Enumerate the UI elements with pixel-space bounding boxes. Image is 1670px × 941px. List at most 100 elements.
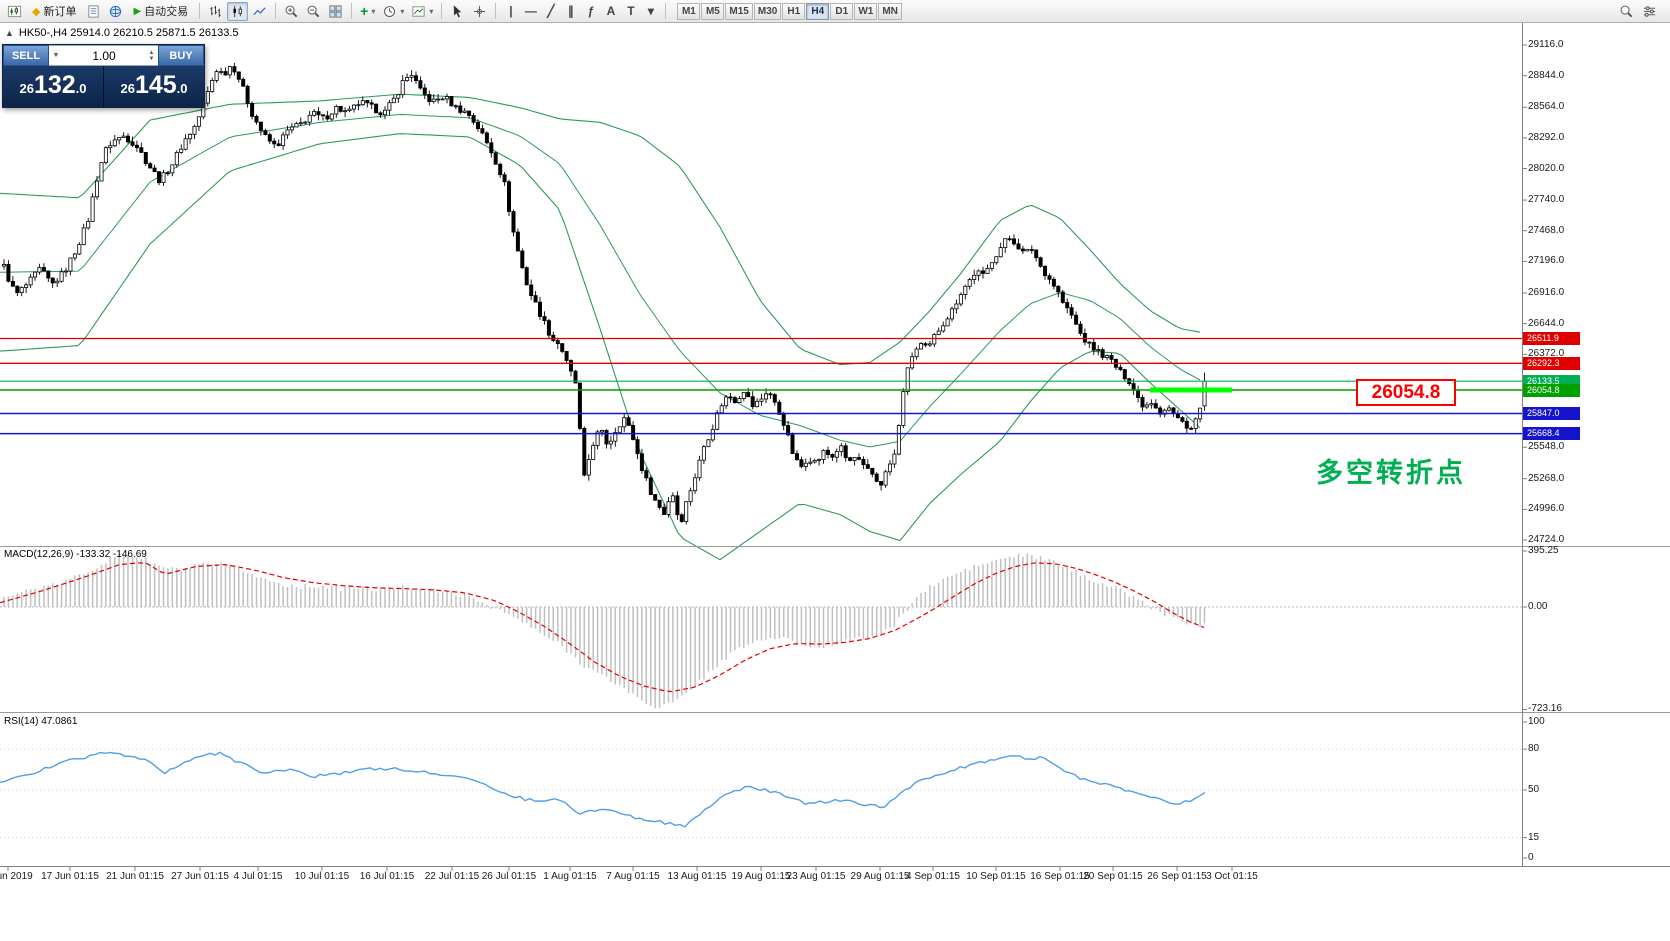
crosshair-tool-button[interactable]: [469, 2, 490, 21]
options-button[interactable]: [1639, 2, 1660, 21]
auto-trading-play-icon: ▶: [133, 5, 142, 17]
globe-icon: [110, 5, 122, 17]
new-chart-button[interactable]: [4, 2, 25, 21]
sell-price[interactable]: 26 132.0: [3, 66, 103, 107]
buy-price-prefix: 26: [120, 81, 135, 96]
indicators-plus-icon: +: [360, 3, 369, 19]
clock-icon: [384, 5, 396, 17]
crosshair-icon: [474, 5, 486, 17]
zoom-in-button[interactable]: [281, 2, 302, 21]
rsi-label: RSI(14) 47.0861: [4, 716, 78, 727]
search-button[interactable]: [1616, 2, 1637, 21]
chart-frame: [0, 22, 1670, 871]
turning-point-label[interactable]: 多空转折点: [1316, 458, 1466, 488]
tile-windows-button[interactable]: [325, 2, 346, 21]
rsi-panel: [0, 748, 1522, 839]
vertical-line-tool[interactable]: |: [509, 4, 513, 18]
trade-panel-prices: 26 132.0 26 145.0: [3, 66, 204, 107]
macd-label: MACD(12,26,9) -133.32 -146.69: [4, 549, 147, 560]
sell-price-suffix: .0: [75, 81, 87, 96]
volume-dropdown-icon[interactable]: ▼: [52, 52, 60, 59]
rsi-line: [0, 751, 1206, 828]
zoom-in-icon: [285, 5, 298, 17]
highlight-zone[interactable]: [1150, 387, 1232, 393]
templates-dropdown-icon: ▾: [429, 6, 434, 16]
bollinger-middle: [0, 113, 1201, 448]
toolbar-separator: [495, 3, 497, 19]
options-icon: [1643, 5, 1656, 17]
zoom-out-button[interactable]: [303, 2, 324, 21]
timeframe-w1[interactable]: W1: [854, 2, 878, 20]
toolbar-separator: [441, 3, 443, 19]
toolbar: ◆ 新订单 ▶ 自动交易: [0, 0, 1670, 23]
level-lines: [0, 337, 1522, 435]
chart-profiles-button[interactable]: [83, 2, 104, 21]
auto-trading-button[interactable]: ▶ 自动交易: [127, 2, 194, 21]
buy-button[interactable]: BUY: [158, 45, 204, 66]
bollinger-bands: [0, 93, 1201, 561]
timeframe-m1[interactable]: M1: [677, 2, 701, 20]
timeframe-h4[interactable]: H4: [806, 2, 830, 20]
bar-chart-icon: [210, 5, 221, 17]
template-icon: [412, 5, 425, 17]
bollinger-upper: [0, 93, 1201, 366]
periods-button[interactable]: ▾: [379, 2, 407, 21]
channel-tool[interactable]: ∥: [567, 4, 574, 18]
horizontal-line-tool[interactable]: ―: [524, 4, 537, 18]
auto-trading-label: 自动交易: [144, 6, 189, 18]
text-tool[interactable]: A: [606, 4, 616, 18]
volume-widget: ▼ ▲ ▼: [49, 45, 158, 66]
timeframe-m30[interactable]: M30: [753, 2, 782, 20]
periods-dropdown-icon: ▾: [400, 6, 405, 16]
timeframe-h1[interactable]: H1: [782, 2, 806, 20]
macd-signal-line: [0, 562, 1205, 693]
price-annotation[interactable]: 26054.8: [1356, 379, 1456, 406]
bar-chart-button[interactable]: [205, 2, 226, 21]
volume-spinner[interactable]: ▲ ▼: [145, 50, 158, 62]
line-chart-button[interactable]: [249, 2, 270, 21]
bollinger-lower: [0, 133, 1201, 561]
trade-panel-controls: SELL ▼ ▲ ▼ BUY: [3, 45, 204, 66]
sell-price-big: 132: [33, 71, 76, 99]
volume-input[interactable]: [63, 48, 145, 63]
trendline-tool[interactable]: ╱: [547, 4, 555, 18]
toolbar-separator: [351, 3, 353, 19]
line-chart-icon: [253, 6, 266, 15]
search-icon: [1620, 5, 1633, 17]
volume-down-icon[interactable]: ▼: [148, 55, 155, 62]
fibonacci-tool[interactable]: ƒ: [587, 4, 595, 18]
new-order-label: 新订单: [43, 6, 77, 18]
new-order-button[interactable]: ◆ 新订单: [26, 2, 82, 21]
volume-up-icon[interactable]: ▲: [148, 49, 155, 56]
symbol-ohlc-text: HK50-,H4 25914.0 26210.5 25871.5 26133.5: [18, 27, 239, 39]
macd-histogram: [0, 553, 1522, 709]
tile-windows-icon: [329, 4, 342, 18]
timeframe-mn[interactable]: MN: [878, 2, 902, 20]
buy-price[interactable]: 26 145.0: [104, 66, 204, 107]
cursor-icon: [454, 4, 462, 17]
timeframe-m5[interactable]: M5: [701, 2, 725, 20]
candlestick-chart-button[interactable]: [227, 1, 249, 21]
web-terminal-button[interactable]: [105, 2, 126, 21]
trade-panel-divider: [103, 66, 104, 107]
label-tool[interactable]: T: [627, 4, 635, 18]
timeframe-d1[interactable]: D1: [830, 2, 854, 20]
candlestick-chart-icon: [233, 5, 243, 17]
toolbar-separator: [665, 3, 667, 19]
one-click-toggle-icon[interactable]: ▲: [5, 28, 14, 38]
timeframe-buttons: M1 M5 M15 M30 H1 H4 D1 W1 MN: [677, 2, 902, 20]
cursor-tool-button[interactable]: [447, 2, 468, 21]
chart-profiles-icon: [88, 4, 100, 18]
symbol-info: ▲ HK50-,H4 25914.0 26210.5 25871.5 26133…: [5, 27, 239, 39]
shapes-dropdown[interactable]: ▾: [647, 4, 654, 18]
templates-button[interactable]: ▾: [408, 2, 436, 21]
toolbar-separator: [275, 3, 277, 19]
buy-price-big: 145: [134, 71, 177, 99]
timeframe-m15[interactable]: M15: [725, 2, 753, 20]
indicators-button[interactable]: + ▾: [357, 2, 378, 21]
candlestick-series: [2, 63, 1207, 525]
new-order-icon: ◆: [32, 5, 41, 18]
sell-button[interactable]: SELL: [3, 45, 49, 66]
